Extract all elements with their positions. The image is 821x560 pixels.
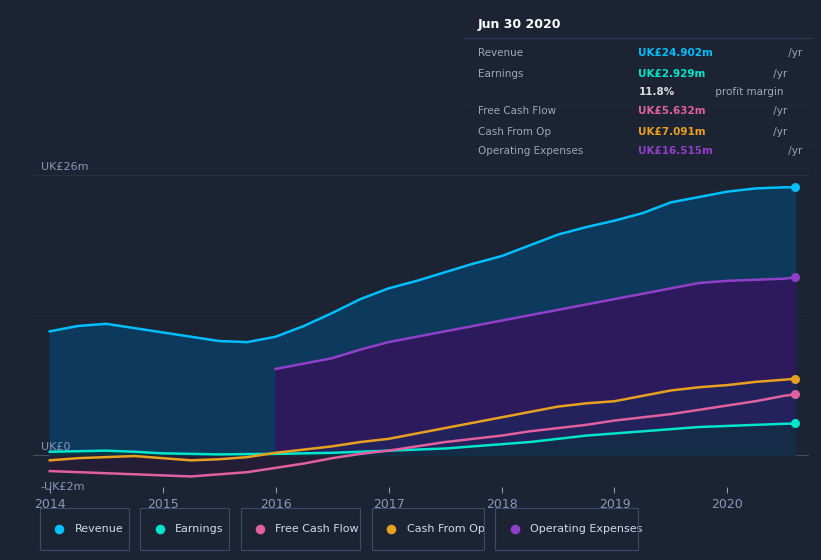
Text: Earnings: Earnings [175,524,223,534]
Text: Cash From Op: Cash From Op [478,127,551,137]
Text: 11.8%: 11.8% [639,87,675,97]
Text: UK£26m: UK£26m [41,162,88,172]
Text: /yr: /yr [785,146,802,156]
Text: /yr: /yr [770,69,787,79]
Text: /yr: /yr [770,106,787,116]
Text: Cash From Op: Cash From Op [406,524,484,534]
Text: Revenue: Revenue [478,49,523,58]
Point [788,390,801,399]
Text: Revenue: Revenue [75,524,123,534]
Text: Operating Expenses: Operating Expenses [530,524,643,534]
Point [788,374,801,383]
Text: UK£16.515m: UK£16.515m [639,146,713,156]
Text: UK£7.091m: UK£7.091m [639,127,706,137]
Text: Earnings: Earnings [478,69,523,79]
Text: UK£24.902m: UK£24.902m [639,49,713,58]
Point [153,525,166,534]
Text: UK£0: UK£0 [41,442,71,452]
Text: -UK£2m: -UK£2m [41,482,85,492]
Point [508,525,521,534]
Point [788,419,801,428]
Text: /yr: /yr [785,49,802,58]
Text: Free Cash Flow: Free Cash Flow [478,106,556,116]
Point [384,525,398,534]
Text: Jun 30 2020: Jun 30 2020 [478,18,562,31]
Text: /yr: /yr [770,127,787,137]
Text: Free Cash Flow: Free Cash Flow [276,524,359,534]
Text: UK£5.632m: UK£5.632m [639,106,706,116]
Text: UK£2.929m: UK£2.929m [639,69,706,79]
Point [788,273,801,282]
Text: profit margin: profit margin [712,87,783,97]
Text: Operating Expenses: Operating Expenses [478,146,583,156]
Point [788,183,801,192]
Point [254,525,267,534]
Point [53,525,66,534]
